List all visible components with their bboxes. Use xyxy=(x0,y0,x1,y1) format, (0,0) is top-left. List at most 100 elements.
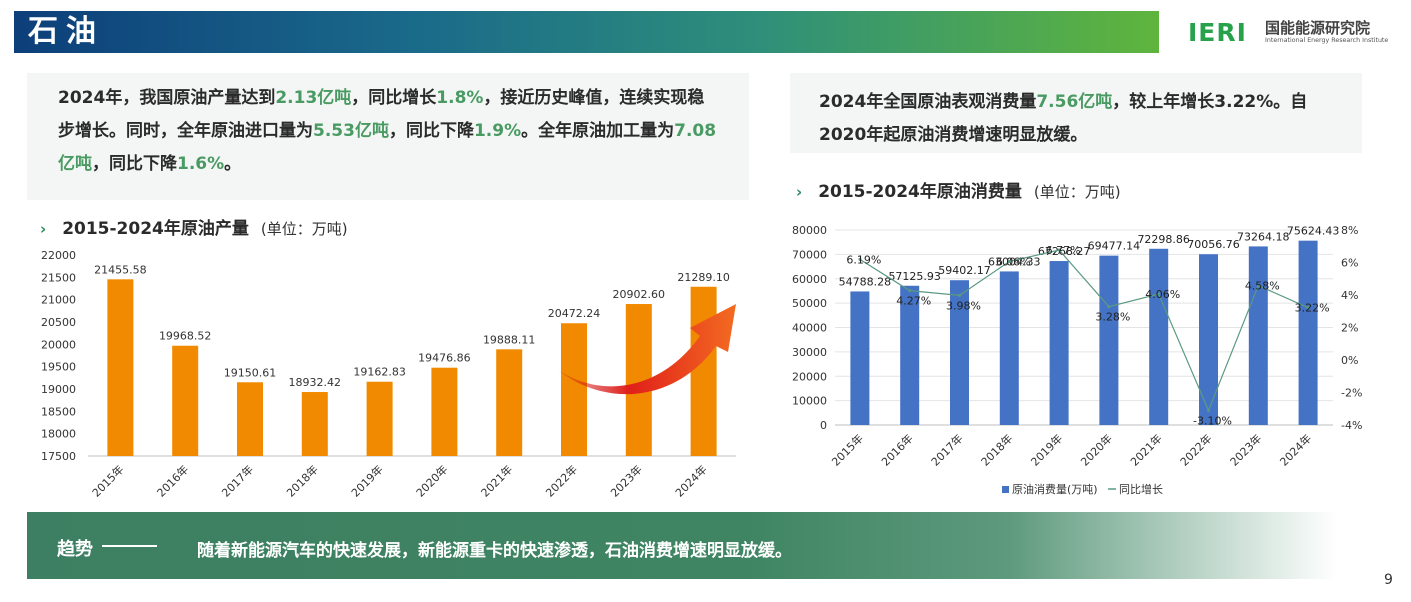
x-tick-label: 2020年 xyxy=(413,462,450,499)
summary-segment: ，同比下降 xyxy=(388,121,474,141)
x-tick-label: 2018年 xyxy=(978,431,1015,468)
consumption-chart-unit: (单位：万吨) xyxy=(1033,183,1121,201)
bar-data-label: 21289.10 xyxy=(677,271,730,284)
bar-data-label: 19150.61 xyxy=(224,366,277,379)
chevron-right-icon: › xyxy=(40,220,47,238)
bar-data-label: 57125.93 xyxy=(888,270,941,283)
x-tick-label: 2021年 xyxy=(1127,431,1164,468)
bar-data-label: 19968.52 xyxy=(159,330,212,343)
production-bar xyxy=(301,392,328,456)
x-tick-label: 2024年 xyxy=(1277,431,1314,468)
growth-data-label: 6.19% xyxy=(846,253,881,266)
highlight-value: 7.56亿吨 xyxy=(1036,92,1113,112)
y-tick-label: 17500 xyxy=(41,450,76,463)
bar-data-label: 73264.18 xyxy=(1237,230,1290,243)
growth-data-label: 3.28% xyxy=(1095,311,1130,324)
x-tick-label: 2020年 xyxy=(1078,431,1115,468)
summary-segment: ，较上年增长3.22%。自2020年起原油消费增速明显放缓。 xyxy=(819,92,1308,145)
consumption-bar xyxy=(1199,254,1218,425)
consumption-chart-title-text: 2015-2024年原油消费量 xyxy=(818,182,1022,202)
ieri-logo: IERI 国能能源研究院 International Energy Resear… xyxy=(1188,20,1398,46)
y2-tick-label: 8% xyxy=(1341,224,1358,237)
consumption-bar xyxy=(999,271,1019,425)
y2-tick-label: -2% xyxy=(1341,387,1362,400)
y2-tick-label: 2% xyxy=(1341,322,1358,335)
trend-divider xyxy=(102,545,157,547)
logo-mark: IERI xyxy=(1188,18,1247,47)
x-tick-label: 2023年 xyxy=(1227,431,1264,468)
legend-bar-label: 原油消费量(万吨) xyxy=(1012,482,1098,496)
trend-arrow-annotation xyxy=(558,304,736,395)
y-tick-label: 80000 xyxy=(792,224,827,237)
growth-point xyxy=(958,293,961,297)
growth-data-label: -3.10% xyxy=(1193,414,1232,427)
x-tick-label: 2017年 xyxy=(928,431,965,468)
trend-label: 趋势 xyxy=(57,539,93,560)
y2-tick-label: -4% xyxy=(1341,419,1362,432)
bar-data-label: 19476.86 xyxy=(418,352,471,365)
y-tick-label: 40000 xyxy=(792,322,827,335)
logo-en: International Energy Research Institute xyxy=(1265,37,1389,44)
consumption-summary-box: 2024年全国原油表观消费量7.56亿吨，较上年增长3.22%。自2020年起原… xyxy=(790,73,1362,153)
production-bar xyxy=(237,382,263,456)
bar-data-label: 75624.43 xyxy=(1287,225,1340,238)
x-tick-label: 2023年 xyxy=(607,462,644,499)
bar-data-label: 59402.17 xyxy=(938,264,991,277)
x-tick-label: 2015年 xyxy=(829,431,866,468)
x-tick-label: 2019年 xyxy=(348,462,385,499)
legend-bar-swatch xyxy=(1002,486,1009,493)
growth-point xyxy=(858,257,862,261)
production-bar xyxy=(107,279,134,456)
x-tick-label: 2024年 xyxy=(672,462,709,499)
bar-data-label: 18932.42 xyxy=(289,376,342,389)
growth-point xyxy=(908,289,912,293)
production-chart-unit: (单位：万吨) xyxy=(260,220,348,238)
production-chart-title-text: 2015-2024年原油产量 xyxy=(62,219,249,239)
summary-segment: ，同比增长 xyxy=(351,88,437,108)
x-tick-label: 2022年 xyxy=(1177,431,1214,468)
production-bar xyxy=(431,367,458,456)
x-tick-label: 2016年 xyxy=(878,431,915,468)
growth-data-label: 4.58% xyxy=(1245,280,1280,293)
y-tick-label: 20500 xyxy=(41,316,76,329)
trend-text: 随着新能源汽车的快速发展，新能源重卡的快速渗透，石油消费增速明显放缓。 xyxy=(197,541,792,561)
consumption-bar xyxy=(950,280,969,425)
growth-point xyxy=(1306,306,1310,310)
growth-point xyxy=(1256,284,1260,288)
y-tick-label: 20000 xyxy=(41,338,76,351)
arrow-shape xyxy=(558,304,736,395)
bar-data-label: 67268.27 xyxy=(1038,245,1091,258)
bar-data-label: 72298.86 xyxy=(1137,233,1190,246)
bar-data-label: 19888.11 xyxy=(483,333,536,346)
growth-data-label: 6.06% xyxy=(996,256,1031,269)
y-tick-label: 19000 xyxy=(41,383,76,396)
y2-tick-label: 0% xyxy=(1341,354,1358,367)
bar-data-label: 70056.76 xyxy=(1187,238,1240,251)
production-bar xyxy=(690,286,717,456)
x-tick-label: 2021年 xyxy=(478,462,515,499)
bar-data-label: 54788.28 xyxy=(839,275,892,288)
x-tick-label: 2015年 xyxy=(89,462,126,499)
y2-tick-label: 6% xyxy=(1341,257,1358,270)
y-tick-label: 19500 xyxy=(41,361,76,374)
highlight-value: 1.9% xyxy=(473,121,522,141)
trend-banner: 趋势 随着新能源汽车的快速发展，新能源重卡的快速渗透，石油消费增速明显放缓。 xyxy=(27,512,1337,579)
bar-data-label: 69477.14 xyxy=(1088,240,1141,253)
y2-tick-label: 4% xyxy=(1341,289,1358,302)
bar-data-label: 19162.83 xyxy=(353,366,406,379)
consumption-summary-text: 2024年全国原油表观消费量7.56亿吨，较上年增长3.22%。自2020年起原… xyxy=(819,86,1342,152)
page-number: 9 xyxy=(1384,572,1393,588)
growth-data-label: 6.77% xyxy=(1046,244,1081,257)
growth-line xyxy=(859,249,1309,412)
summary-segment: 2024年全国原油表观消费量 xyxy=(819,92,1037,112)
highlight-value: 7.08亿吨 xyxy=(58,121,717,174)
summary-segment: 。 xyxy=(224,154,242,174)
highlight-value: 2.13亿吨 xyxy=(275,88,352,108)
y-tick-label: 21500 xyxy=(41,271,76,284)
y-tick-label: 22000 xyxy=(41,249,76,262)
growth-point xyxy=(1207,408,1210,412)
logo-cn: 国能能源研究院 xyxy=(1265,19,1371,37)
x-tick-label: 2018年 xyxy=(283,462,320,499)
y-tick-label: 21000 xyxy=(41,294,76,307)
highlight-value: 1.8% xyxy=(436,88,484,108)
